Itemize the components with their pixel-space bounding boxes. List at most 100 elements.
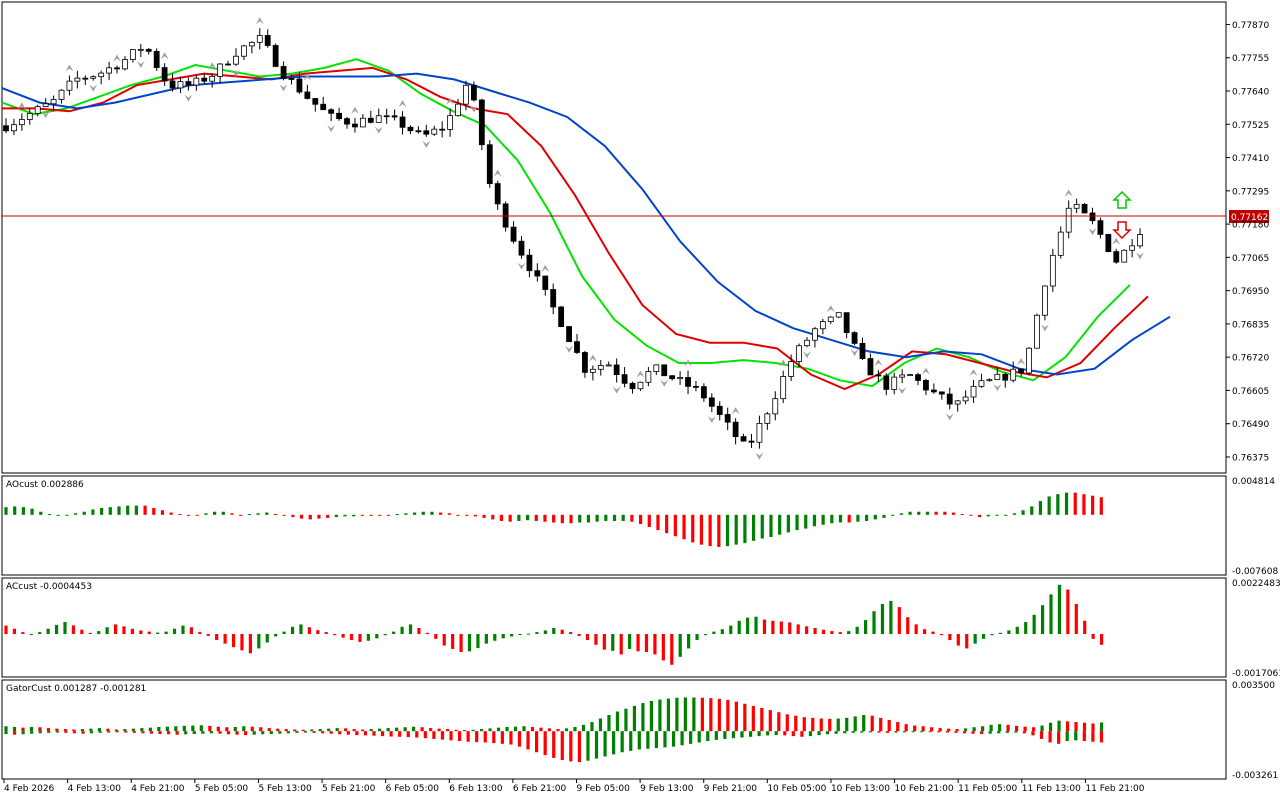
histogram-bar [956, 634, 960, 646]
histogram-bar [619, 634, 623, 655]
histogram-bar [526, 633, 531, 635]
candle [264, 29, 271, 48]
bull-candle-body [835, 312, 842, 318]
gator-lower-bar [697, 731, 701, 743]
time-tick-label: 11 Feb 05:00 [958, 784, 1017, 794]
histogram-bar [160, 510, 165, 515]
gator-upper-bar [1074, 722, 1078, 732]
histogram-bar [47, 514, 52, 516]
gator-lower-bar [89, 731, 94, 734]
gator-upper-bar [1057, 720, 1061, 732]
bull-candle-body [1065, 207, 1072, 233]
histogram-bar [779, 621, 783, 635]
price-axis: 0.77870 0.77755 0.77640 0.77525 0.77410 0.772… [1226, 21, 1269, 463]
bear-candle-body [621, 374, 628, 384]
bear-candle-body [923, 380, 929, 391]
histogram-bar [880, 603, 885, 635]
candle [899, 369, 906, 384]
bull-candle-body [589, 368, 596, 373]
histogram-bar [456, 514, 460, 516]
bull-candle-body [637, 381, 644, 390]
fractal-up-icon [350, 106, 359, 114]
gator-lower-bar [911, 731, 915, 733]
gator-upper-bar [989, 724, 993, 732]
histogram-bar [908, 511, 912, 515]
histogram-bar [1073, 492, 1077, 515]
histogram-bar [204, 513, 208, 515]
histogram-bar [395, 514, 399, 516]
histogram-bar [552, 628, 556, 635]
gator-upper-bar [930, 727, 934, 732]
indicator-min-label: -0.007608 [1232, 567, 1278, 577]
gator-upper-bar [751, 705, 755, 732]
histogram-bar [273, 514, 278, 516]
price-panel[interactable]: 0.77162 [1, 17, 1269, 460]
bear-candle-body [383, 115, 390, 118]
bear-candle-body [613, 364, 620, 375]
candle [129, 49, 136, 63]
histogram-bar [821, 514, 825, 525]
bear-candle-body [851, 332, 858, 344]
candle [185, 77, 192, 91]
candle [812, 326, 818, 348]
price-tick-label: 0.77180 [1232, 221, 1269, 231]
gator-upper-bar [216, 726, 220, 732]
histogram-bar [708, 514, 712, 547]
fractal-down-icon [660, 379, 669, 387]
histogram-bar [326, 514, 330, 518]
gator-upper-bar [12, 726, 17, 732]
indicator-label: AOcust 0.002886 [6, 480, 84, 490]
gator-upper-bar [496, 727, 501, 732]
gator-lower-bar [526, 731, 530, 750]
bull-candle-body [605, 364, 612, 367]
histogram-bar [585, 634, 590, 641]
gator-lower-bar [843, 731, 847, 734]
gator-upper-bar [615, 711, 620, 732]
time-tick-label: 9 Feb 05:00 [577, 784, 631, 794]
gator-lower-bar [1082, 731, 1086, 742]
candle [161, 63, 168, 86]
candle [891, 372, 898, 395]
moving-average-line-2 [1, 72, 1171, 376]
bear-candle-body [328, 109, 335, 114]
histogram-bar [164, 631, 168, 635]
candle [574, 333, 580, 355]
candle [177, 76, 184, 94]
histogram-bar [602, 634, 606, 650]
indicator-min-label: -0.0017061 [1232, 669, 1280, 679]
gator-upper-bar [777, 712, 781, 732]
histogram-bar [922, 629, 927, 635]
histogram-bar [931, 631, 935, 635]
candle [1081, 203, 1088, 214]
histogram-bar [341, 634, 345, 638]
bear-candle-body [700, 386, 707, 399]
histogram-bar [491, 514, 495, 520]
gator-lower-bar [415, 731, 419, 738]
gator-upper-bar [208, 725, 212, 732]
candle [478, 98, 485, 151]
gator-upper-bar [21, 727, 25, 732]
gator-lower-bar [723, 731, 727, 739]
bear-candle-body [748, 440, 755, 443]
bear-candle-body [843, 312, 850, 333]
bear-candle-body [510, 226, 517, 242]
candle [375, 108, 382, 123]
candle [653, 364, 660, 375]
histogram-bar [221, 511, 225, 515]
histogram-bar [143, 505, 147, 515]
moving-average-line-1 [2, 66, 1149, 391]
histogram-bar [951, 512, 956, 515]
fractal-down-icon [802, 351, 811, 359]
gator-lower-bar [800, 731, 804, 737]
gator-lower-bar [72, 731, 77, 734]
gator-upper-bar [505, 726, 509, 732]
fractal-down-icon [1136, 252, 1145, 260]
histogram-bar [215, 634, 219, 641]
bear-candle-body [1097, 220, 1104, 235]
candle [542, 275, 549, 296]
histogram-bar [231, 634, 236, 648]
time-tick-label: 11 Feb 21:00 [1085, 784, 1144, 794]
gator-upper-bar [1006, 724, 1010, 732]
